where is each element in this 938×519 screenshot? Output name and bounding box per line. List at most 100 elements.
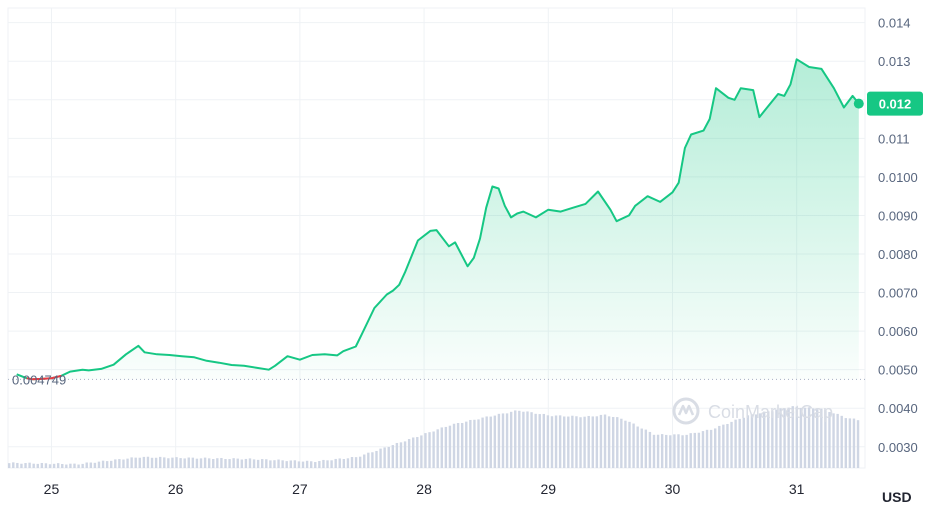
volume-bar	[803, 407, 807, 468]
y-tick-label: 0.0030	[878, 440, 918, 455]
volume-bar	[228, 459, 231, 468]
volume-bar	[697, 432, 701, 468]
volume-bar	[191, 457, 195, 468]
volume-bar	[497, 413, 501, 468]
volume-bar	[248, 458, 252, 468]
x-tick-label: 28	[416, 481, 432, 497]
volume-bar	[787, 407, 790, 468]
volume-bar	[224, 459, 227, 468]
volume-bar	[440, 427, 443, 468]
volume-bar	[599, 414, 603, 468]
volume-bar	[167, 458, 170, 468]
volume-bar	[546, 415, 550, 468]
volume-bar	[505, 413, 509, 468]
volume-bar	[616, 417, 619, 468]
volume-bar	[285, 461, 288, 468]
volume-bar	[342, 459, 346, 468]
volume-bar	[8, 463, 11, 468]
volume-bar	[101, 460, 105, 468]
current-price-dot	[853, 98, 864, 109]
volume-bar	[363, 454, 366, 468]
volume-bar	[163, 457, 166, 468]
coinmarketcap-logo-wave	[677, 404, 695, 416]
volume-bar	[338, 458, 341, 468]
coinmarketcap-logo-icon	[672, 397, 700, 425]
volume-bar	[734, 419, 737, 468]
volume-bar	[122, 459, 125, 468]
volume-bar	[420, 435, 423, 468]
volume-bar	[538, 414, 541, 468]
volume-bar	[469, 419, 472, 468]
volume-bar	[391, 445, 395, 468]
y-tick-label: 0.014	[878, 16, 911, 31]
volume-bar	[273, 460, 276, 468]
volume-bar	[158, 456, 162, 468]
volume-bar	[718, 425, 721, 468]
volume-bar	[481, 417, 484, 468]
volume-bar	[628, 421, 631, 468]
volume-bar	[558, 415, 562, 468]
volume-bar	[485, 416, 488, 468]
price-line-path	[16, 58, 860, 381]
volume-bar	[407, 439, 411, 468]
volume-bar	[403, 441, 407, 468]
volume-bar	[669, 435, 672, 468]
x-tick-label: 29	[540, 481, 556, 497]
volume-bar	[367, 452, 370, 468]
volume-bar	[269, 460, 272, 468]
volume-bar	[811, 408, 815, 468]
volume-bar	[236, 458, 239, 468]
volume-bar	[244, 458, 248, 468]
volume-bar	[648, 431, 652, 468]
volume-bar	[758, 413, 762, 468]
watermark: CoinMarketCap	[672, 397, 833, 425]
volume-bar	[677, 434, 680, 468]
volume-bar	[705, 429, 709, 468]
volume-bar	[195, 458, 199, 468]
volume-bar	[791, 406, 794, 468]
x-tick-label: 31	[789, 481, 805, 497]
volume-bar	[252, 459, 256, 468]
volume-bar	[518, 410, 521, 468]
volume-bar	[591, 416, 594, 468]
volume-bar	[526, 411, 529, 468]
volume-bar	[281, 460, 284, 468]
volume-bar	[346, 458, 350, 468]
volume-bar	[52, 463, 56, 468]
volume-bar	[12, 462, 15, 468]
volume-bar	[301, 461, 305, 468]
volume-bar	[358, 456, 362, 468]
volume-bar	[371, 452, 374, 468]
volume-bar	[848, 418, 852, 468]
volume-bar	[448, 425, 452, 468]
volume-bar	[179, 458, 182, 468]
volume-bar	[293, 460, 297, 468]
volume-bar	[624, 420, 627, 468]
volume-bars	[8, 406, 860, 468]
volume-bar	[567, 416, 570, 468]
x-tick-label: 25	[44, 481, 60, 497]
volume-bar	[261, 459, 264, 468]
volume-bar	[611, 416, 615, 468]
y-tick-label: 0.0050	[878, 363, 918, 378]
y-tick-label: 0.0060	[878, 324, 918, 339]
volume-bar	[452, 423, 456, 468]
volume-bar	[118, 459, 121, 468]
y-axis: 0.014 0.013 0.012 0.011 0.0100 0.0090 0.0080 0.…	[878, 16, 918, 455]
current-price-badge: 0.012	[867, 91, 923, 116]
volume-bar	[220, 457, 223, 468]
volume-bar	[183, 458, 186, 468]
volume-bar	[199, 458, 203, 468]
volume-bar	[595, 416, 599, 468]
watermark-text: CoinMarketCap	[708, 402, 833, 422]
volume-bar	[762, 411, 766, 468]
volume-bar	[738, 418, 741, 468]
volume-bar	[309, 461, 313, 468]
volume-bar	[820, 408, 823, 468]
volume-bar	[395, 442, 399, 468]
volume-bar	[65, 464, 68, 468]
volume-bar	[297, 461, 301, 468]
volume-bar	[428, 432, 431, 468]
volume-bar	[709, 429, 713, 468]
